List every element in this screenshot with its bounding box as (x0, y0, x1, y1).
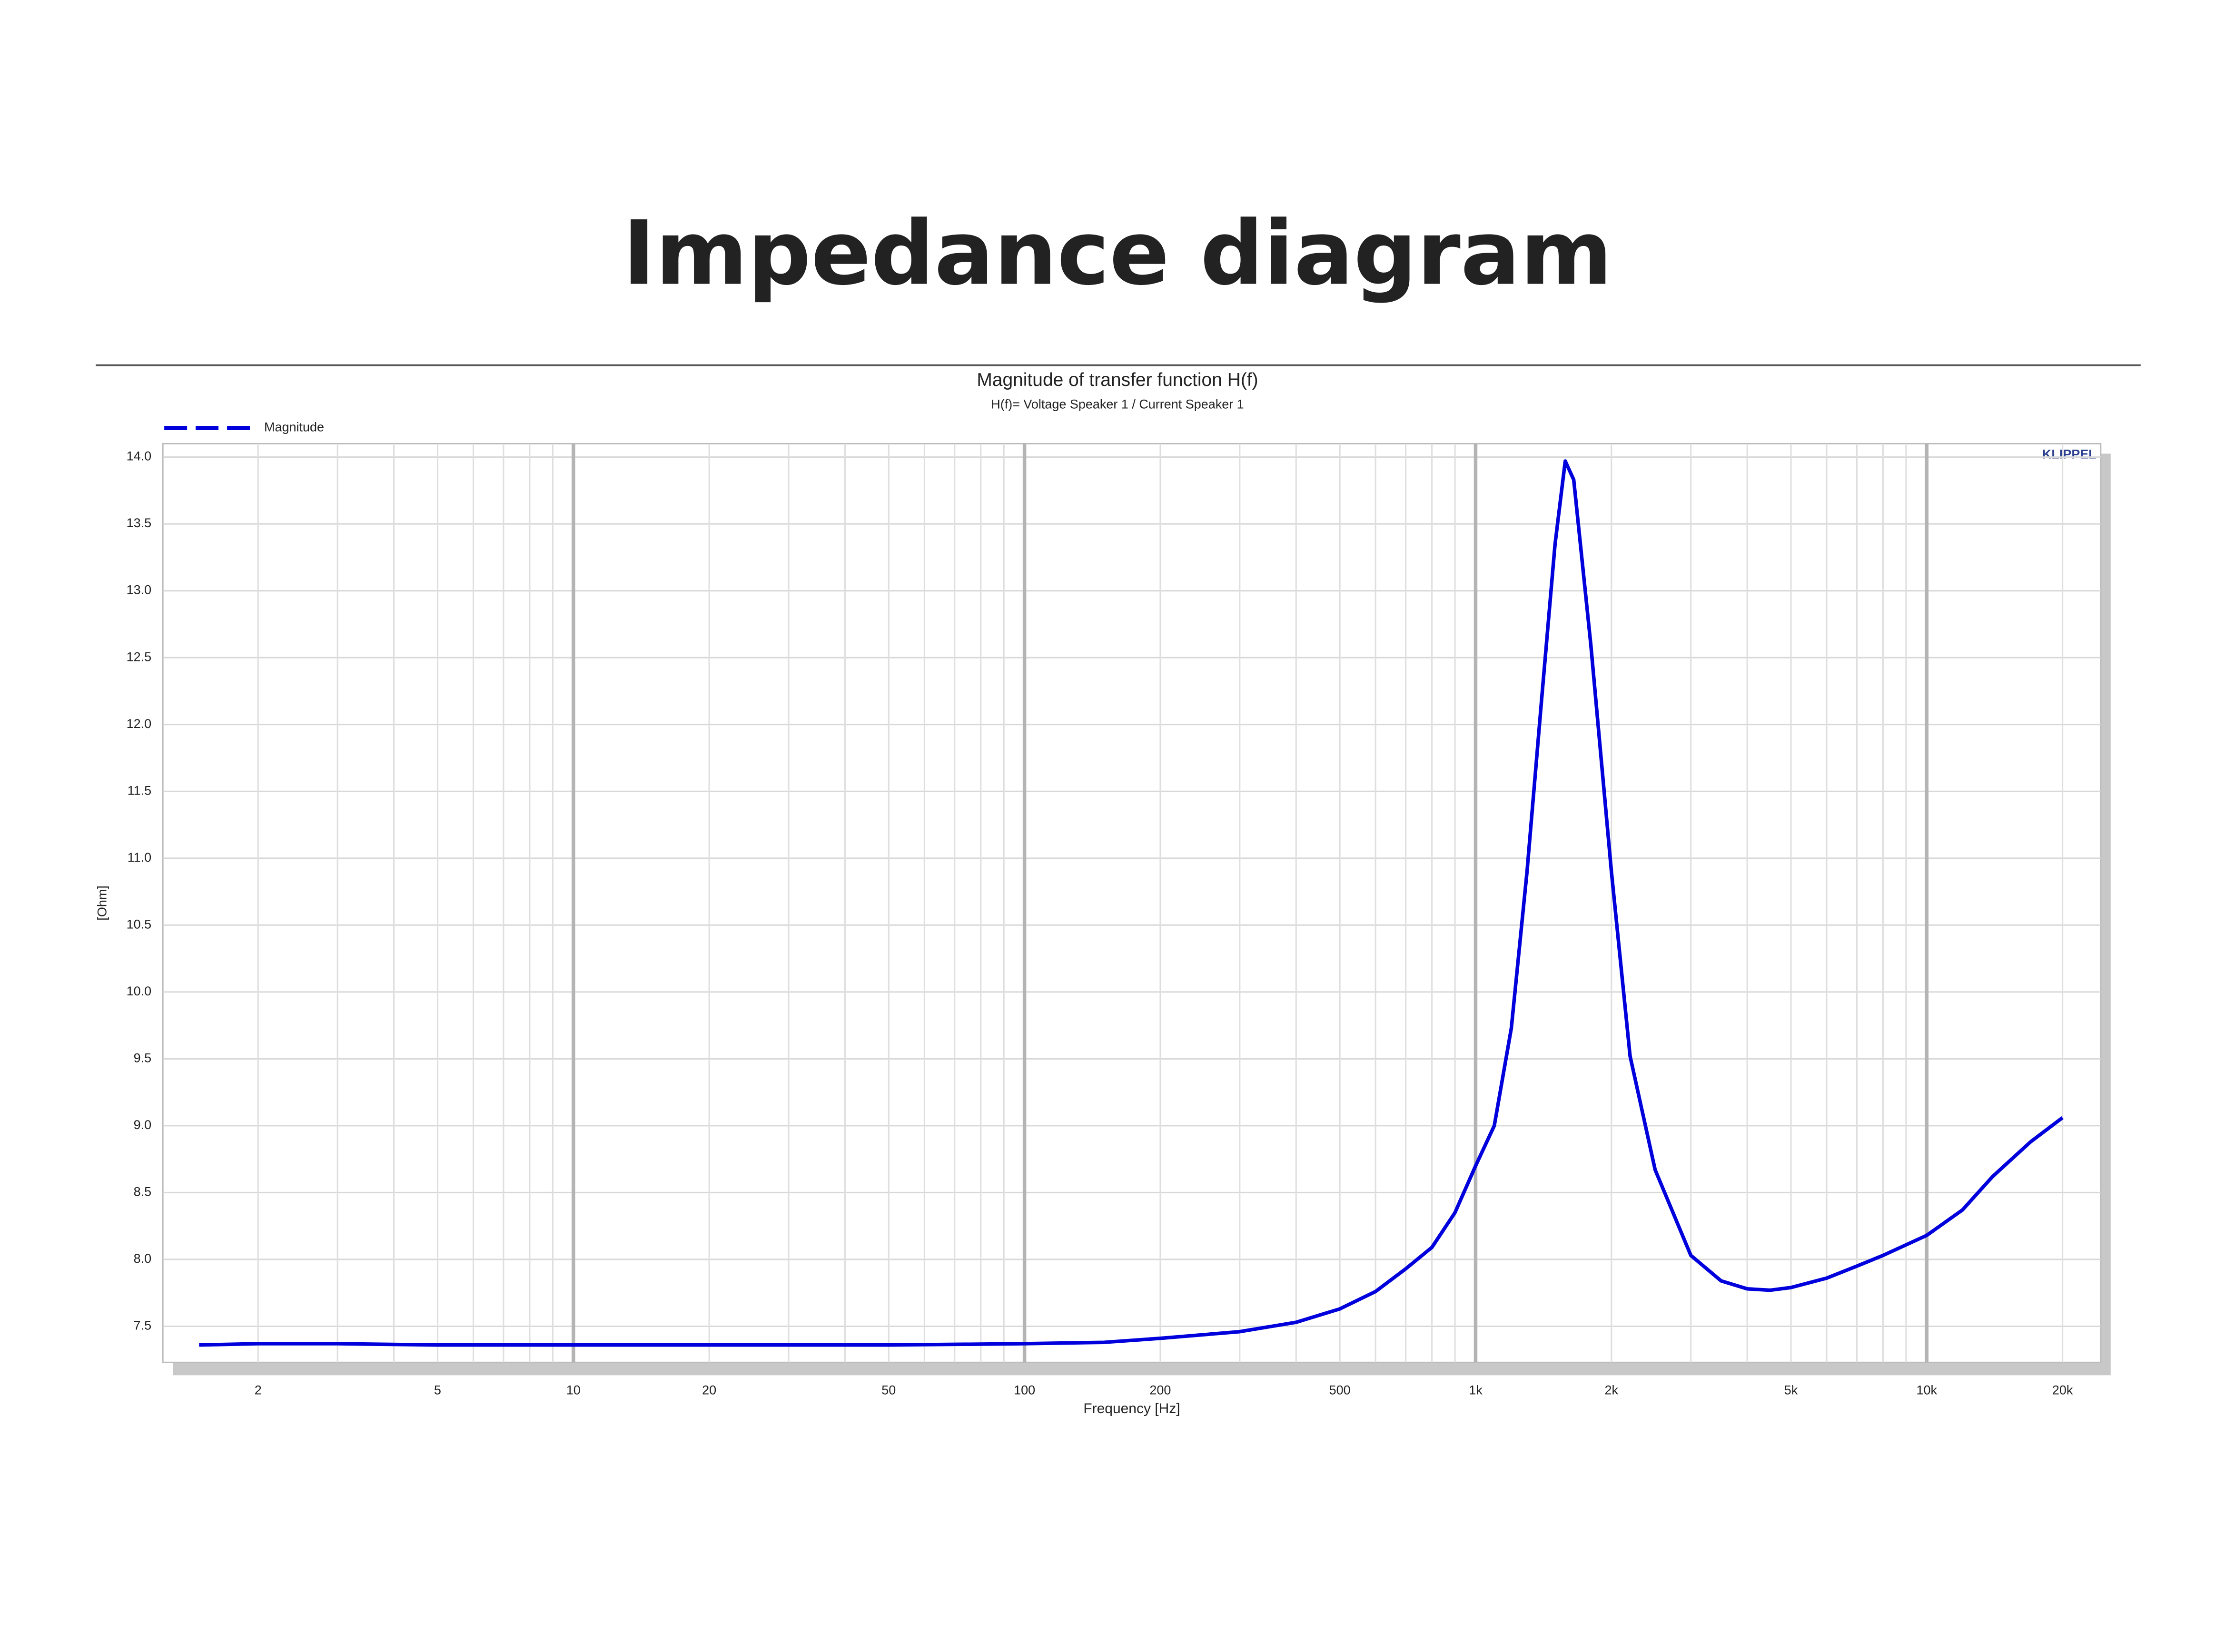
x-axis-label: Frequency [Hz] (1083, 1401, 1180, 1416)
y-tick-label: 14.0 (127, 449, 151, 463)
x-tick-label: 2 (255, 1383, 262, 1397)
x-tick-label: 500 (1329, 1383, 1351, 1397)
plot-area (162, 442, 2102, 1363)
x-tick-label: 200 (1149, 1383, 1171, 1397)
y-tick-label: 10.0 (127, 984, 151, 998)
y-tick-label: 11.5 (128, 783, 152, 797)
y-tick-label: 8.5 (134, 1185, 152, 1199)
y-tick-label: 11.0 (128, 850, 152, 865)
x-tick-label: 1k (1469, 1383, 1483, 1397)
x-tick-label: 20 (702, 1383, 716, 1397)
page-title: Impedance diagram (623, 201, 1612, 305)
x-tick-label: 5 (434, 1383, 441, 1397)
data-line (199, 459, 2064, 1347)
x-tick-label: 5k (1784, 1383, 1798, 1397)
x-tick-label: 2k (1605, 1383, 1619, 1397)
y-tick-label: 13.5 (127, 516, 151, 530)
y-tick-label: 12.0 (127, 717, 151, 731)
y-tick-label: 12.5 (127, 649, 151, 664)
x-tick-label: 100 (1014, 1383, 1035, 1397)
y-tick-label: 13.0 (127, 583, 151, 597)
x-tick-label: 10 (566, 1383, 581, 1397)
x-tick-label: 20k (2052, 1383, 2073, 1397)
y-axis-label: [Ohm] (95, 885, 109, 920)
y-tick-label: 10.5 (127, 917, 151, 931)
y-tick-label: 9.5 (134, 1051, 152, 1065)
x-tick-label: 50 (881, 1383, 896, 1397)
y-tick-label: 9.0 (134, 1118, 152, 1132)
legend-label: Magnitude (264, 420, 324, 434)
chart-subtitle: H(f)= Voltage Speaker 1 / Current Speake… (991, 397, 1244, 412)
x-tick-label: 10k (1917, 1383, 1938, 1397)
y-tick-label: 8.0 (134, 1251, 152, 1266)
chart-title: Magnitude of transfer function H(f) (977, 370, 1258, 390)
annotation: KLIPPEL (2042, 447, 2096, 462)
y-tick-label: 7.5 (134, 1318, 152, 1333)
